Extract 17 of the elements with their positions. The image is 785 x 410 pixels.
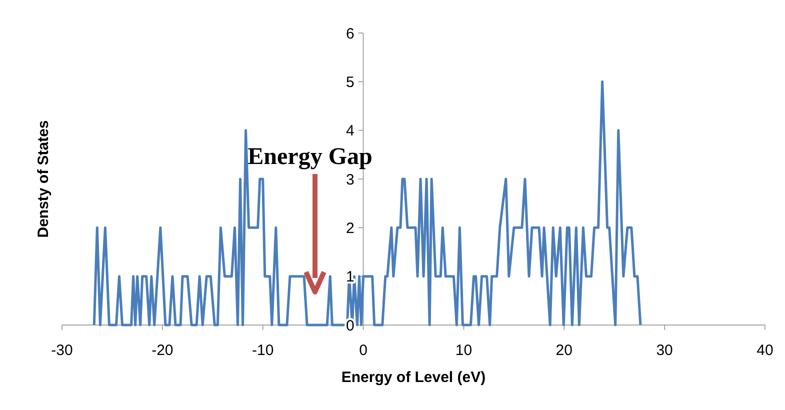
annotation: Energy Gap	[248, 144, 372, 170]
x-tick-label: -20	[152, 342, 174, 359]
y-axis-title: Densty of States	[35, 120, 52, 238]
x-tick-label: 30	[656, 342, 673, 359]
x-tick-label: 10	[455, 342, 472, 359]
y-tick-label: 2	[346, 220, 354, 237]
x-axis-title: Energy of Level (eV)	[341, 369, 486, 386]
x-tick-label: 40	[756, 342, 774, 359]
y-tick-label: 6	[346, 25, 354, 42]
y-tick-label: 3	[346, 171, 354, 188]
y-tick-label: 1	[346, 268, 354, 286]
y-tick-label: 4	[346, 122, 354, 140]
x-tick-label: 20	[556, 342, 572, 359]
x-tick-label: 0	[359, 342, 368, 359]
x-tick-label: -10	[252, 342, 274, 359]
x-tick-label: -30	[51, 342, 73, 359]
y-tick-label: 5	[346, 74, 354, 91]
